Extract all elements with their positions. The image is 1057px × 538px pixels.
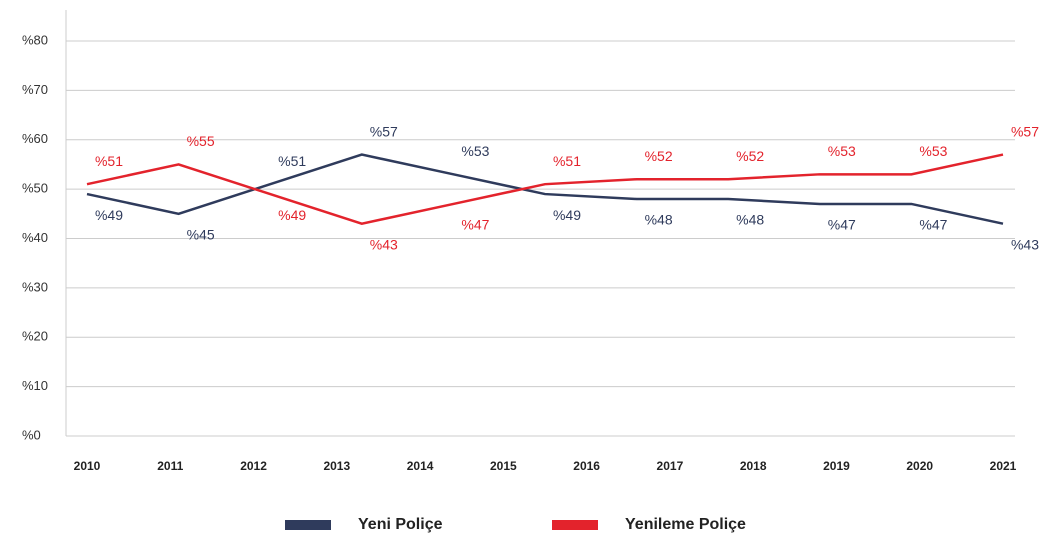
- data-label: %57: [1011, 123, 1039, 139]
- data-label: %47: [919, 217, 947, 233]
- data-label: %49: [95, 207, 123, 223]
- y-tick-label: %70: [22, 82, 48, 97]
- data-label: %57: [370, 123, 398, 139]
- data-label: %51: [553, 153, 581, 169]
- y-tick-label: %60: [22, 131, 48, 146]
- x-tick-label: 2013: [323, 459, 350, 473]
- data-label: %49: [553, 207, 581, 223]
- data-label: %47: [461, 217, 489, 233]
- x-tick-label: 2014: [407, 459, 434, 473]
- x-tick-label: 2017: [657, 459, 684, 473]
- data-label: %52: [736, 148, 764, 164]
- legend-label: Yenileme Poliçe: [625, 516, 746, 533]
- x-tick-label: 2015: [490, 459, 517, 473]
- y-tick-label: %0: [22, 427, 41, 442]
- x-tick-label: 2012: [240, 459, 267, 473]
- data-label: %49: [278, 207, 306, 223]
- data-label: %55: [187, 133, 215, 149]
- legend-swatch: [552, 520, 598, 530]
- y-tick-label: %50: [22, 181, 48, 196]
- data-label: %51: [95, 153, 123, 169]
- x-tick-label: 2020: [906, 459, 933, 473]
- y-tick-label: %40: [22, 230, 48, 245]
- data-label: %52: [645, 148, 673, 164]
- x-tick-label: 2016: [573, 459, 600, 473]
- data-label: %45: [187, 227, 215, 243]
- legend-label: Yeni Poliçe: [358, 516, 443, 533]
- x-tick-label: 2019: [823, 459, 850, 473]
- x-tick-label: 2011: [157, 459, 183, 473]
- data-label: %47: [828, 217, 856, 233]
- data-label: %51: [278, 153, 306, 169]
- data-label: %53: [461, 143, 489, 159]
- y-tick-label: %20: [22, 329, 48, 344]
- x-tick-label: 2010: [74, 459, 101, 473]
- x-tick-label: 2021: [990, 459, 1017, 473]
- series-line: [86, 153, 1004, 225]
- y-tick-label: %30: [22, 279, 48, 294]
- data-label: %48: [736, 212, 764, 228]
- data-label: %53: [919, 143, 947, 159]
- y-tick-label: %10: [22, 378, 48, 393]
- data-label: %48: [645, 212, 673, 228]
- legend-swatch: [285, 520, 331, 530]
- data-label: %43: [370, 236, 398, 252]
- data-label: %53: [828, 143, 856, 159]
- data-label: %43: [1011, 236, 1039, 252]
- series-line: [86, 153, 1004, 225]
- x-tick-label: 2018: [740, 459, 767, 473]
- y-tick-label: %80: [22, 32, 48, 47]
